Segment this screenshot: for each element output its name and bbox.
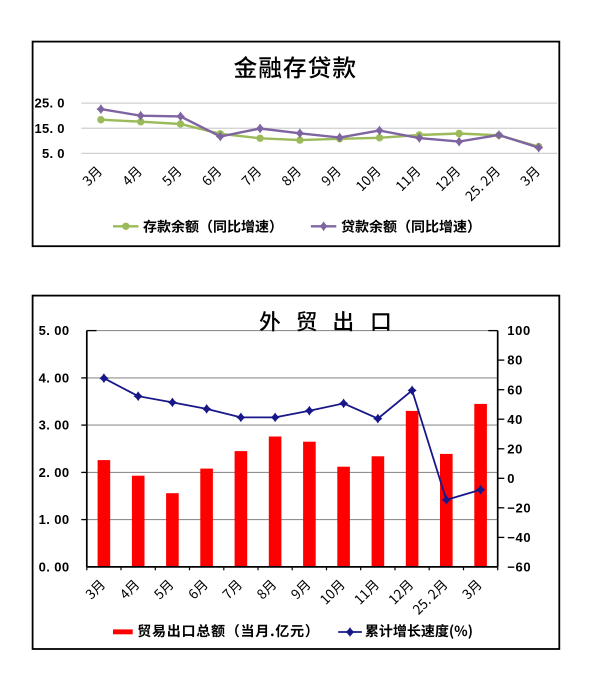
svg-text:15. 0: 15. 0 bbox=[35, 121, 65, 136]
svg-text:−60: −60 bbox=[507, 560, 531, 575]
svg-text:80: 80 bbox=[507, 353, 523, 368]
svg-text:3. 00: 3. 00 bbox=[39, 418, 70, 433]
svg-text:40: 40 bbox=[507, 412, 523, 427]
svg-text:20: 20 bbox=[507, 441, 523, 456]
svg-text:2. 00: 2. 00 bbox=[39, 465, 70, 480]
svg-text:60: 60 bbox=[507, 382, 523, 397]
svg-text:4. 00: 4. 00 bbox=[39, 371, 70, 386]
svg-text:25. 0: 25. 0 bbox=[35, 96, 65, 111]
svg-text:100: 100 bbox=[507, 323, 531, 338]
svg-text:−40: −40 bbox=[507, 530, 531, 545]
svg-text:1. 00: 1. 00 bbox=[39, 512, 70, 527]
svg-text:0: 0 bbox=[507, 471, 515, 486]
svg-text:−20: −20 bbox=[507, 500, 531, 515]
svg-text:5. 0: 5. 0 bbox=[42, 146, 65, 161]
svg-text:0. 00: 0. 00 bbox=[39, 560, 70, 575]
svg-text:5. 00: 5. 00 bbox=[39, 323, 70, 338]
